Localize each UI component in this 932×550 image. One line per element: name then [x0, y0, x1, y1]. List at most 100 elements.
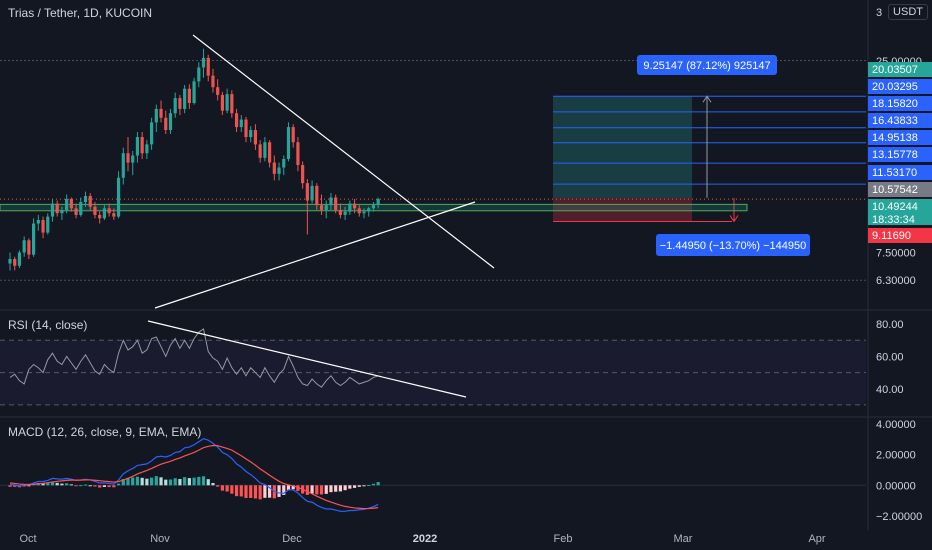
macd-histogram-bar	[93, 485, 97, 487]
macd-histogram-bar	[234, 485, 239, 497]
macd-histogram-bar	[249, 485, 253, 498]
macd-histogram-bar	[164, 479, 168, 486]
candle-body	[93, 206, 97, 215]
candle-body	[291, 127, 295, 143]
time-axis-tick: Feb	[554, 533, 573, 545]
candle-body	[36, 220, 40, 224]
macd-axis-tick: 0.00000	[876, 480, 916, 492]
price-label-text: 20.03295	[872, 81, 918, 93]
candle-body	[310, 185, 314, 201]
macd-histogram-bar	[107, 485, 111, 488]
target-annotation-text: 9.25147 (87.12%) 925147	[643, 60, 770, 72]
macd-histogram-bar	[282, 485, 286, 495]
price-label-badge	[868, 96, 932, 111]
candle-body	[352, 203, 357, 209]
candle-body	[102, 208, 106, 219]
candle-body	[135, 137, 140, 156]
candle-body	[88, 195, 92, 207]
rsi-line	[9, 328, 379, 388]
candle-body	[150, 122, 154, 145]
macd-label: MACD (12, 26, close, 9, EMA, EMA)	[8, 425, 202, 439]
candle-body	[183, 88, 187, 109]
macd-histogram-bar	[352, 485, 357, 488]
descending-trendline	[192, 34, 495, 269]
time-axis-tick: Dec	[282, 533, 302, 545]
candle-body	[178, 98, 182, 109]
candle-body	[116, 177, 121, 217]
candle-body	[253, 130, 258, 145]
candle-body	[46, 216, 50, 233]
candle-body	[272, 162, 276, 174]
macd-histogram-bar	[315, 485, 319, 495]
macd-histogram-bar	[291, 485, 295, 490]
price-label-badge	[868, 79, 932, 94]
macd-histogram-bar	[112, 485, 116, 488]
macd-histogram-bar	[277, 485, 281, 497]
macd-histogram-bar	[230, 485, 234, 494]
time-axis-tick: Nov	[150, 533, 170, 545]
candle-body	[282, 159, 286, 168]
candle-body	[258, 144, 262, 158]
macd-histogram-bar	[65, 483, 69, 486]
candle-body	[41, 220, 45, 233]
price-label-text: 14.95138	[872, 132, 918, 144]
macd-histogram-bar	[324, 485, 328, 494]
candle-body	[55, 203, 59, 214]
macd-histogram-bar	[60, 483, 64, 486]
price-label-text: 13.15778	[872, 149, 918, 161]
macd-histogram-bar	[201, 476, 206, 486]
macd-histogram-bar	[371, 483, 376, 486]
macd-histogram-bar	[362, 485, 366, 487]
macd-histogram-bar	[79, 485, 83, 487]
candle-body	[338, 209, 342, 215]
macd-histogram-bar	[211, 483, 215, 486]
macd-histogram-bar	[50, 481, 55, 486]
price-label-badge	[868, 212, 932, 225]
candle-body	[225, 94, 229, 111]
macd-histogram-bar	[126, 477, 130, 486]
candle-body	[50, 203, 55, 217]
candle-body	[263, 142, 267, 158]
macd-histogram-bar	[41, 483, 45, 486]
candle-body	[112, 213, 116, 217]
macd-histogram-bar	[88, 485, 92, 487]
macd-histogram-bar	[263, 485, 267, 498]
macd-histogram-bar	[173, 478, 177, 486]
macd-histogram-bar	[102, 485, 106, 487]
candle-body	[234, 113, 239, 128]
stop-annotation-box	[656, 234, 810, 256]
candle-body	[334, 197, 338, 210]
macd-line	[9, 437, 379, 512]
price-label-text: 10.57542	[872, 184, 918, 196]
currency-selector[interactable]: USDT	[888, 4, 928, 20]
macd-axis-tick: 2.00000	[876, 450, 916, 462]
candle-body	[140, 137, 144, 154]
macd-histogram-bar	[69, 484, 73, 486]
price-label-badge	[868, 199, 932, 214]
price-axis-tick: 6.30000	[876, 275, 916, 287]
macd-axis-tick: −2.00000	[876, 511, 922, 523]
macd-histogram-bar	[159, 477, 163, 486]
candle-body	[315, 185, 319, 206]
price-label-text: 20.03507	[872, 64, 918, 76]
rsi-axis-tick: 60.00	[876, 351, 904, 363]
price-label-text: 18.15820	[872, 98, 918, 110]
macd-histogram-bar	[116, 483, 121, 486]
candle-body	[17, 252, 22, 266]
candle-body	[197, 67, 201, 82]
chart-title: Trias / Tether, 1D, KUCOIN	[8, 6, 153, 20]
candle-body	[65, 198, 69, 210]
macd-histogram-bar	[244, 485, 248, 498]
candle-body	[131, 155, 135, 163]
candle-body	[211, 75, 215, 88]
macd-histogram-bar	[225, 485, 229, 492]
candle-body	[324, 205, 328, 210]
macd-histogram-bar	[329, 485, 333, 493]
macd-histogram-bar	[376, 482, 380, 486]
candle-body	[305, 183, 309, 201]
candle-body	[107, 208, 111, 214]
candle-body	[371, 205, 376, 209]
macd-histogram-bar	[145, 478, 149, 486]
macd-histogram-bar	[83, 484, 88, 486]
